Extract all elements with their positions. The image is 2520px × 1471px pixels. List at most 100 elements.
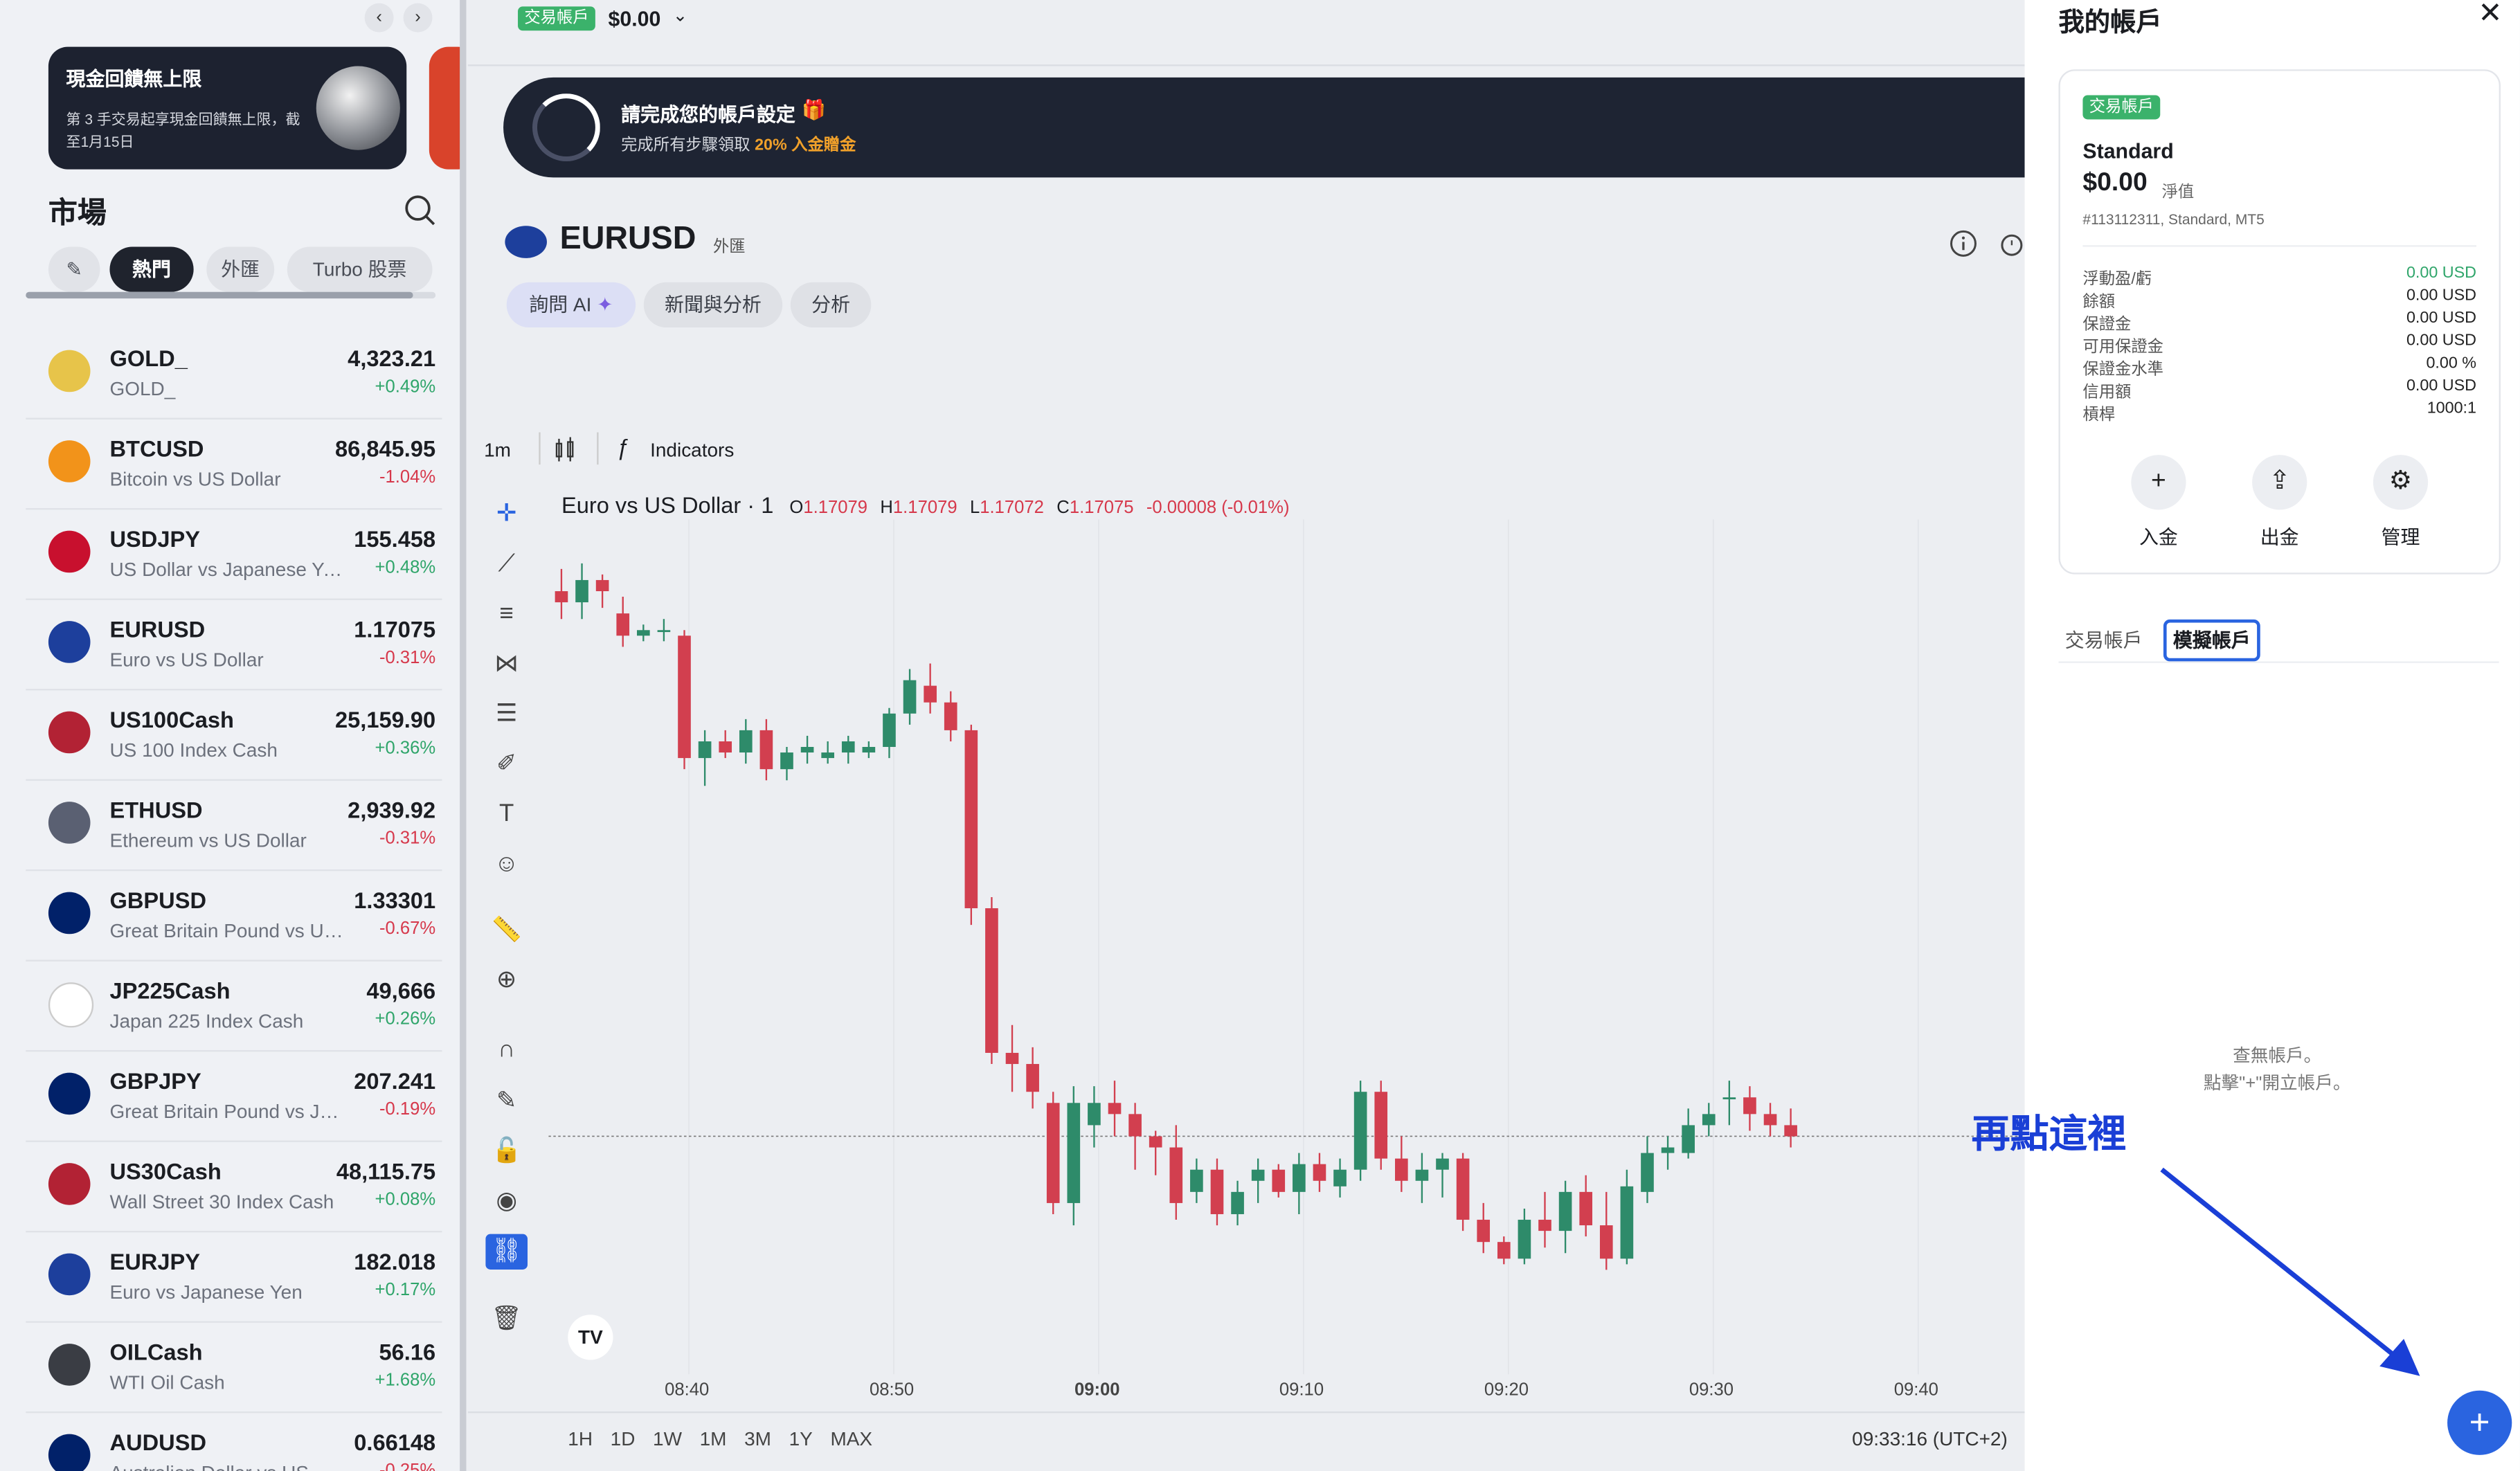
indicators-button[interactable]: Indicators bbox=[650, 438, 735, 462]
candlestick-chart[interactable] bbox=[548, 519, 2025, 1375]
add-account-button[interactable]: + bbox=[2447, 1390, 2512, 1455]
time-tick: 09:20 bbox=[1484, 1380, 1529, 1400]
market-price: 0.66148 bbox=[354, 1429, 436, 1455]
ask-ai-chip[interactable]: 詢問 AI ✦ bbox=[506, 282, 636, 328]
news-analysis-chip[interactable]: 新聞與分析 bbox=[643, 282, 783, 328]
market-row-us30cash[interactable]: US30Cash Wall Street 30 Index Cash 48,115.… bbox=[26, 1141, 442, 1233]
tab-popular[interactable]: 熱門 bbox=[109, 246, 194, 292]
setup-banner[interactable]: 請完成您的帳戶設定 🎁 完成所有步驟領取 20% 入金贈金 bbox=[503, 77, 2025, 178]
market-change: -0.31% bbox=[379, 648, 436, 668]
pencil-lock-icon[interactable]: ✎ bbox=[496, 1087, 517, 1115]
chevron-down-icon[interactable]: ⌄ bbox=[672, 6, 688, 26]
promo-card[interactable]: 現金回饋無上限 第 3 手交易起享現金回饋無上限，截至1月15日 bbox=[48, 46, 407, 170]
search-icon[interactable] bbox=[404, 194, 436, 226]
balance-value[interactable]: $0.00 bbox=[608, 6, 661, 31]
tab-trading-accounts[interactable]: 交易帳戶 bbox=[2064, 629, 2143, 652]
candle-body bbox=[841, 741, 855, 753]
market-row-ethusd[interactable]: ETHUSD Ethereum vs US Dollar 2,939.92 -0.31… bbox=[26, 779, 442, 872]
range-3m[interactable]: 3M bbox=[744, 1427, 771, 1450]
candle-body bbox=[821, 752, 834, 759]
brush-icon[interactable]: ✐ bbox=[496, 750, 517, 778]
candle-body bbox=[555, 591, 568, 603]
tab-forex[interactable]: 外匯 bbox=[206, 246, 275, 292]
instrument-category: 外匯 bbox=[712, 238, 746, 257]
ruler-icon[interactable]: 📏 bbox=[491, 916, 522, 944]
market-row-gbpjpy[interactable]: GBPJPY Great Britain Pound vs Japanese Ye… bbox=[26, 1050, 442, 1142]
range-1h[interactable]: 1H bbox=[568, 1427, 593, 1450]
fib-icon[interactable]: ☰ bbox=[496, 700, 518, 728]
range-1m[interactable]: 1M bbox=[699, 1427, 727, 1450]
market-row-audusd[interactable]: AUDUSD Australian Dollar vs US Dollar 0.66… bbox=[26, 1411, 442, 1471]
pattern-icon[interactable]: ⋈ bbox=[494, 650, 519, 678]
zoom-in-icon[interactable]: ⊕ bbox=[496, 966, 517, 994]
market-row-gbpusd[interactable]: GBPUSD Great Britain Pound vs US Dollar 1.… bbox=[26, 869, 442, 962]
text-tool-icon[interactable]: T bbox=[499, 800, 514, 828]
deposit-button[interactable]: + 入金 bbox=[2118, 455, 2199, 550]
panel-divider[interactable] bbox=[460, 0, 467, 1471]
time-tick: 08:50 bbox=[870, 1380, 915, 1400]
market-symbol: US30Cash bbox=[109, 1158, 222, 1184]
market-row-gold_[interactable]: GOLD_ GOLD_ 4,323.21 +0.49% bbox=[26, 327, 442, 419]
alarm-icon[interactable] bbox=[1997, 229, 2025, 258]
market-row-btcusd[interactable]: BTCUSD Bitcoin vs US Dollar 86,845.95 -1.04… bbox=[26, 418, 442, 510]
tradingview-logo[interactable]: TV bbox=[568, 1315, 613, 1360]
equity-value: $0.00 bbox=[2082, 169, 2148, 197]
analysis-chip[interactable]: 分析 bbox=[790, 282, 872, 328]
interval-selector[interactable]: 1m bbox=[484, 438, 511, 462]
candle-body bbox=[637, 630, 650, 636]
crosshair-icon[interactable]: ✛ bbox=[496, 500, 517, 528]
market-symbol: JP225Cash bbox=[109, 977, 231, 1004]
bitcoin-usd-flag bbox=[48, 440, 91, 482]
account-badge: 交易帳戶 bbox=[2082, 95, 2161, 120]
markets-title: 市場 bbox=[48, 197, 107, 229]
lock-icon[interactable]: 🔓 bbox=[491, 1137, 522, 1165]
tab-demo-accounts[interactable]: 模擬帳戶 bbox=[2163, 619, 2260, 662]
range-max[interactable]: MAX bbox=[830, 1427, 873, 1450]
market-row-jp225cash[interactable]: JP225Cash Japan 225 Index Cash 49,666 +0.26… bbox=[26, 960, 442, 1052]
market-change: +0.17% bbox=[375, 1281, 436, 1301]
tab-turbo-stocks[interactable]: Turbo 股票 bbox=[287, 246, 433, 292]
chart-toolbar: 1m ƒ Indicators bbox=[468, 426, 2025, 474]
range-1d[interactable]: 1D bbox=[610, 1427, 636, 1450]
promo-card-next[interactable] bbox=[429, 46, 462, 170]
info-icon[interactable] bbox=[1949, 229, 1978, 258]
market-price: 56.16 bbox=[379, 1339, 436, 1365]
candle-type-icon[interactable] bbox=[552, 437, 577, 463]
stat-value: 0.00 USD bbox=[2406, 287, 2477, 305]
range-1y[interactable]: 1Y bbox=[789, 1427, 813, 1450]
market-price: 49,666 bbox=[366, 977, 436, 1004]
range-1w[interactable]: 1W bbox=[653, 1427, 682, 1450]
market-name: Euro vs Japanese Yen bbox=[109, 1281, 303, 1303]
trendline-icon[interactable]: ⟋ bbox=[498, 550, 515, 578]
market-row-usdjpy[interactable]: USDJPY US Dollar vs Japanese Yen 155.458 +0… bbox=[26, 508, 442, 600]
market-symbol: EURUSD bbox=[109, 616, 206, 642]
edit-icon[interactable]: ✎ bbox=[48, 246, 100, 292]
close-icon[interactable]: ✕ bbox=[2478, 0, 2503, 29]
market-row-us100cash[interactable]: US100Cash US 100 Index Cash 25,159.90 +0.36… bbox=[26, 689, 442, 781]
trash-icon[interactable]: 🗑 bbox=[491, 1305, 522, 1333]
market-symbol: BTCUSD bbox=[109, 435, 204, 462]
eye-icon[interactable]: ◉ bbox=[496, 1187, 517, 1215]
chart-area: 交易帳戶 $0.00 ⌄ 請完成您的帳戶設定 🎁 完成所有步驟領取 20% 入金… bbox=[467, 0, 2025, 1471]
tabs-scrollbar[interactable] bbox=[26, 291, 436, 299]
horizontal-lines-icon[interactable]: ≡ bbox=[499, 599, 514, 628]
market-row-eurusd[interactable]: EURUSD Euro vs US Dollar 1.17075 -0.31% bbox=[26, 599, 442, 691]
next-arrow-icon[interactable]: › bbox=[403, 3, 433, 33]
market-name: Great Britain Pound vs Japanese Yen bbox=[109, 1100, 343, 1123]
market-symbol: GBPJPY bbox=[109, 1067, 201, 1094]
manage-button[interactable]: ⚙ 管理 bbox=[2360, 455, 2441, 550]
market-change: +1.68% bbox=[375, 1371, 436, 1391]
withdraw-button[interactable]: ⇪ 出金 bbox=[2239, 455, 2320, 550]
account-panel: 我的帳戶 ✕ 交易帳戶 Standard $0.00 淨值 #113112311… bbox=[2024, 0, 2520, 1471]
market-row-oilcash[interactable]: OILCash WTI Oil Cash 56.16 +1.68% bbox=[26, 1321, 442, 1414]
prev-arrow-icon[interactable]: ‹ bbox=[364, 3, 394, 33]
empty-state: 查無帳戶。 點擊"+"開立帳戶。 bbox=[2170, 1044, 2384, 1099]
magnet-icon[interactable]: ∩ bbox=[498, 1036, 516, 1063]
market-row-eurjpy[interactable]: EURJPY Euro vs Japanese Yen 182.018 +0.17% bbox=[26, 1231, 442, 1323]
link-icon[interactable]: ⛓ bbox=[485, 1234, 528, 1270]
emoji-icon[interactable]: ☺ bbox=[494, 850, 519, 878]
candle-body bbox=[1682, 1125, 1695, 1153]
indicators-icon[interactable]: ƒ bbox=[616, 433, 629, 460]
account-card[interactable]: 交易帳戶 Standard $0.00 淨值 #113112311, Stand… bbox=[2058, 69, 2501, 575]
account-stat-row: 槓桿 1000:1 bbox=[2082, 400, 2476, 424]
